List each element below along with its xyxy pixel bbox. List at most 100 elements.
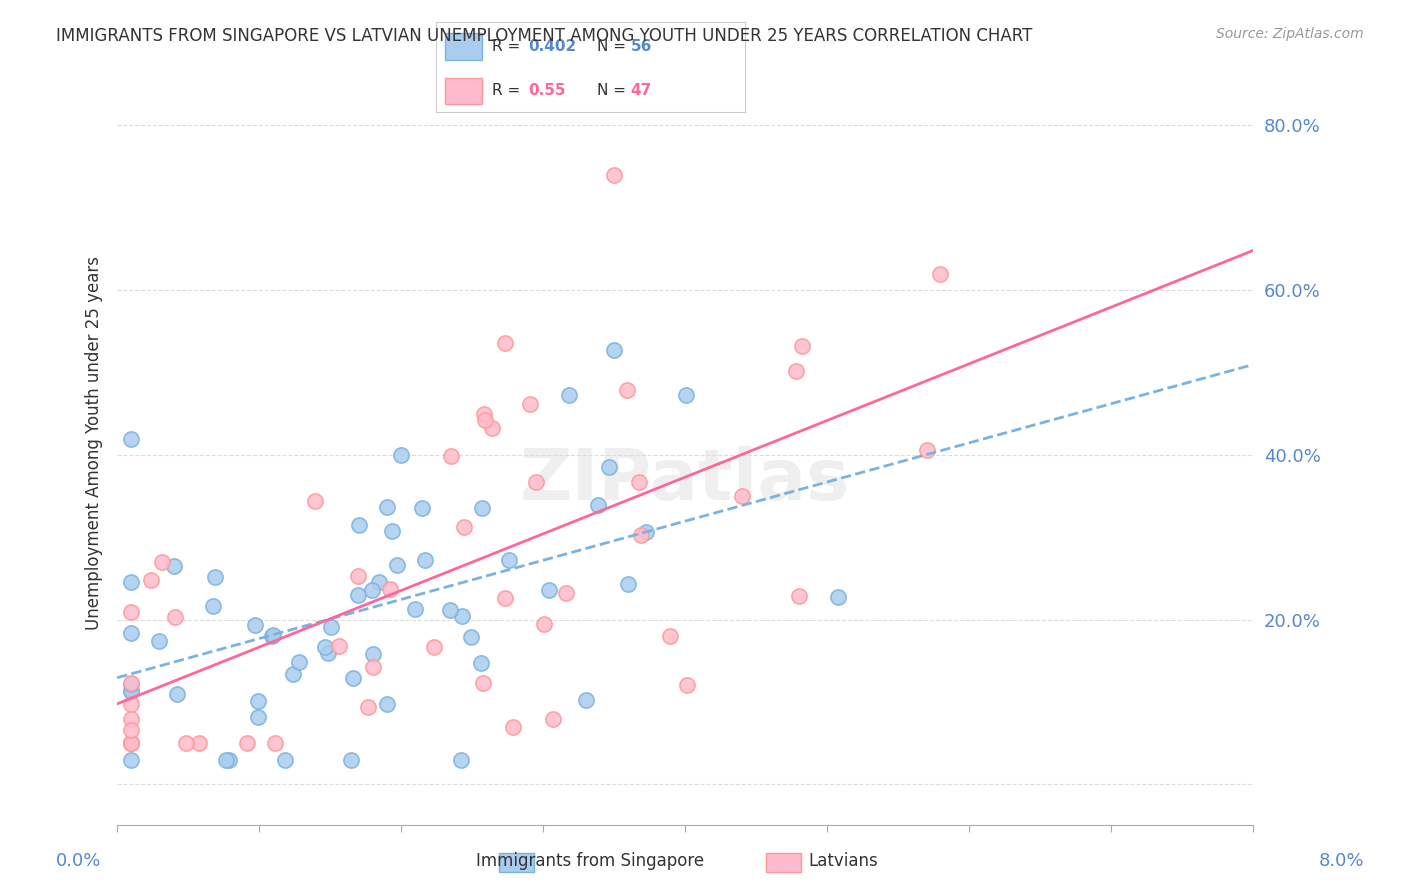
FancyBboxPatch shape xyxy=(446,33,482,60)
Point xyxy=(541,712,564,726)
Point xyxy=(603,168,626,182)
Text: ZIPatlas: ZIPatlas xyxy=(520,446,851,516)
Point xyxy=(340,753,363,767)
Point xyxy=(163,609,186,624)
Point xyxy=(481,421,503,435)
Point xyxy=(413,553,436,567)
Point xyxy=(375,500,398,514)
Point xyxy=(163,558,186,573)
Text: 56: 56 xyxy=(631,39,652,54)
Point xyxy=(246,709,269,723)
Point xyxy=(519,397,541,411)
Point xyxy=(474,413,496,427)
Point xyxy=(202,599,225,613)
Point xyxy=(533,616,555,631)
Point xyxy=(120,677,142,691)
Point xyxy=(787,589,810,603)
Point xyxy=(120,676,142,690)
Point xyxy=(319,620,342,634)
Point xyxy=(440,450,463,464)
Point xyxy=(120,697,142,711)
Point xyxy=(150,555,173,569)
Point xyxy=(439,603,461,617)
Point xyxy=(586,498,609,512)
Text: R =: R = xyxy=(492,39,524,54)
Point xyxy=(375,697,398,711)
Point xyxy=(472,676,495,690)
Point xyxy=(498,552,520,566)
Text: R =: R = xyxy=(492,84,524,98)
Point xyxy=(120,575,142,590)
Text: 47: 47 xyxy=(631,84,652,98)
Text: N =: N = xyxy=(596,84,630,98)
Point xyxy=(120,753,142,767)
Point xyxy=(274,753,297,767)
Text: 0.0%: 0.0% xyxy=(56,852,101,870)
Point xyxy=(378,582,401,596)
Point xyxy=(537,582,560,597)
Point xyxy=(676,678,699,692)
Point xyxy=(451,608,474,623)
Y-axis label: Unemployment Among Youth under 25 years: Unemployment Among Youth under 25 years xyxy=(86,255,103,630)
Point xyxy=(347,568,370,582)
Point xyxy=(494,336,516,351)
Point xyxy=(494,591,516,605)
Point xyxy=(318,646,340,660)
Point xyxy=(204,570,226,584)
Point xyxy=(120,736,142,750)
Point xyxy=(347,588,370,602)
Point xyxy=(658,629,681,643)
Point xyxy=(450,753,472,767)
FancyBboxPatch shape xyxy=(446,78,482,104)
Point xyxy=(558,388,581,402)
Point xyxy=(730,489,752,503)
Point xyxy=(314,640,336,655)
Point xyxy=(120,605,142,619)
Point xyxy=(367,574,389,589)
Point xyxy=(360,582,382,597)
Point xyxy=(602,343,624,357)
Point xyxy=(120,684,142,698)
Point xyxy=(917,442,939,457)
Point xyxy=(423,640,446,654)
Point xyxy=(218,753,240,767)
Text: 8.0%: 8.0% xyxy=(1319,852,1364,870)
Point xyxy=(524,475,547,490)
Point xyxy=(389,448,412,462)
Point xyxy=(636,525,658,540)
Point xyxy=(304,494,326,508)
Point xyxy=(347,517,370,532)
Text: Immigrants from Singapore: Immigrants from Singapore xyxy=(477,852,704,870)
Point xyxy=(245,618,267,632)
Point xyxy=(328,639,350,653)
Point xyxy=(404,602,426,616)
Point xyxy=(598,460,620,475)
Point xyxy=(120,432,142,446)
Point xyxy=(790,339,813,353)
Point xyxy=(827,590,849,604)
Point xyxy=(281,667,304,681)
Point xyxy=(120,625,142,640)
Point xyxy=(453,520,475,534)
Point xyxy=(363,647,385,661)
Text: IMMIGRANTS FROM SINGAPORE VS LATVIAN UNEMPLOYMENT AMONG YOUTH UNDER 25 YEARS COR: IMMIGRANTS FROM SINGAPORE VS LATVIAN UNE… xyxy=(56,27,1032,45)
Point xyxy=(187,736,209,750)
Point xyxy=(357,699,380,714)
Point xyxy=(616,577,638,591)
Point xyxy=(616,383,638,397)
Point xyxy=(247,694,270,708)
Point xyxy=(471,501,494,516)
Text: 0.55: 0.55 xyxy=(529,84,567,98)
Point xyxy=(785,363,807,377)
Point xyxy=(120,736,142,750)
Point xyxy=(361,660,384,674)
Point xyxy=(215,753,238,767)
Point xyxy=(262,627,284,641)
Point xyxy=(287,655,309,669)
Point xyxy=(120,723,142,737)
Point xyxy=(264,736,287,750)
Point xyxy=(342,672,364,686)
Text: Latvians: Latvians xyxy=(808,852,879,870)
Point xyxy=(502,720,524,734)
Point xyxy=(460,630,482,644)
